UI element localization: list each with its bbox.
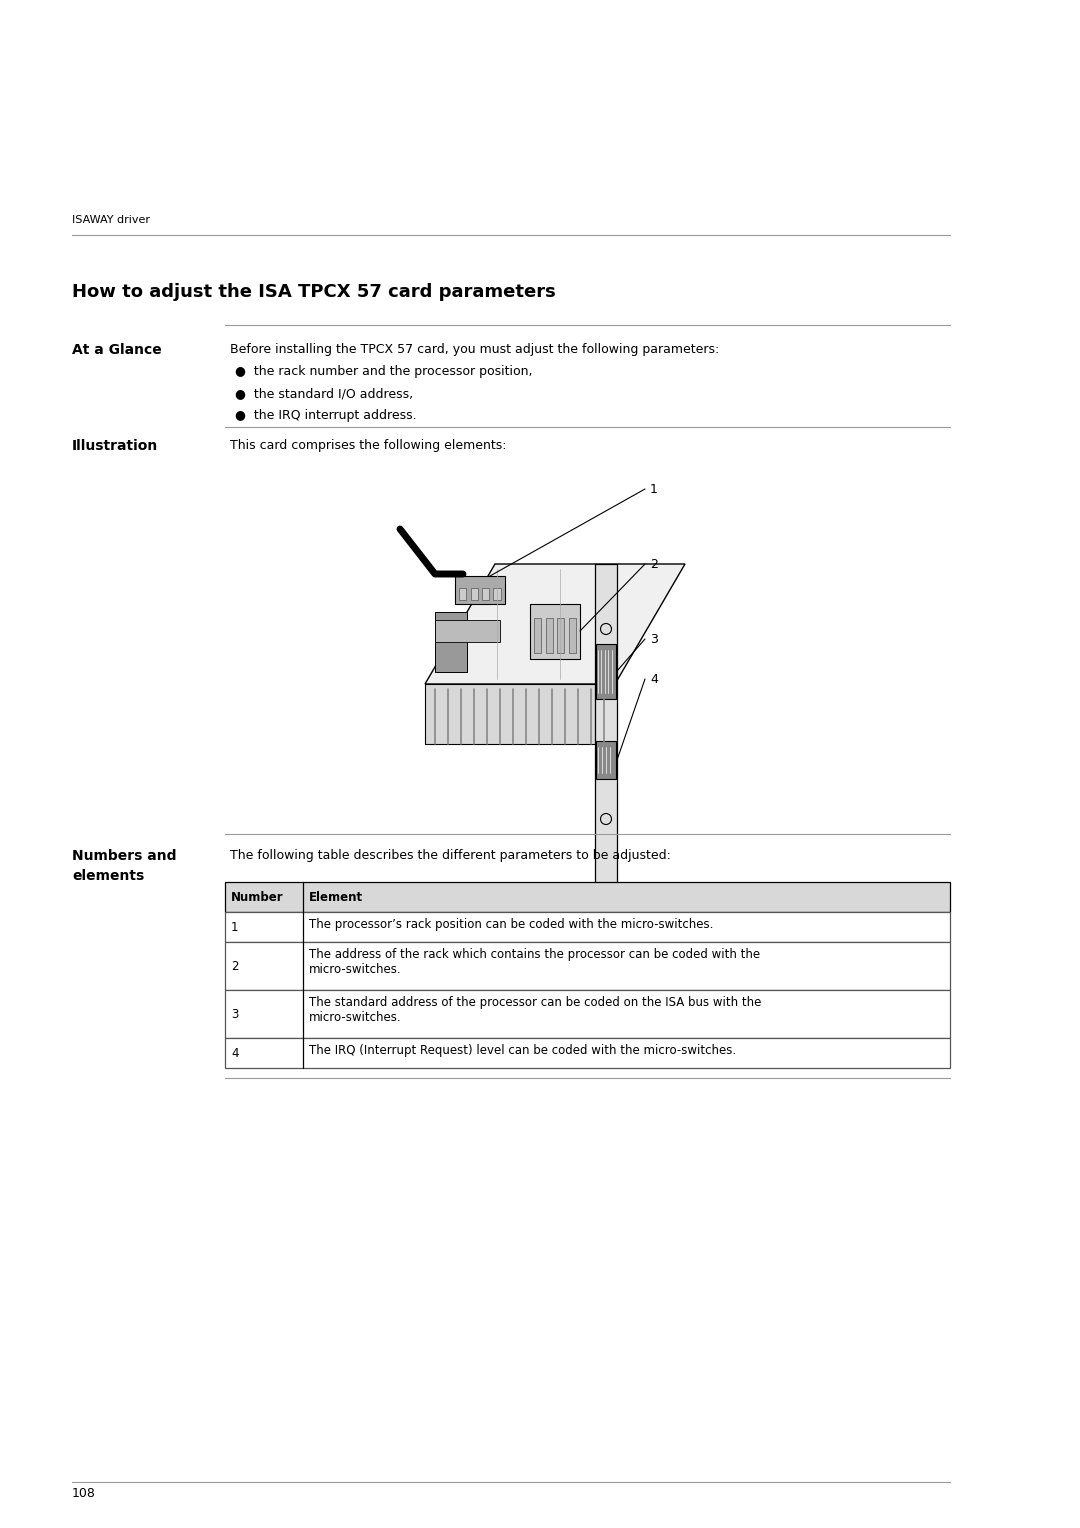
Polygon shape	[595, 564, 617, 905]
Text: 1: 1	[231, 920, 239, 934]
Bar	[225, 941, 950, 990]
Bar	[545, 617, 553, 652]
Polygon shape	[426, 564, 685, 685]
Bar	[557, 617, 564, 652]
Text: ●  the IRQ interrupt address.: ● the IRQ interrupt address.	[235, 410, 417, 422]
Bar	[225, 1038, 950, 1068]
Text: Illustration: Illustration	[72, 439, 159, 452]
Text: ISAWAY driver: ISAWAY driver	[72, 215, 150, 225]
Text: 108: 108	[72, 1487, 96, 1500]
Text: 1: 1	[650, 483, 658, 495]
Text: The processor’s rack position can be coded with the micro-switches.: The processor’s rack position can be cod…	[309, 918, 714, 931]
Text: 2: 2	[650, 558, 658, 570]
Bar	[471, 588, 477, 601]
Text: ●  the standard I/O address,: ● the standard I/O address,	[235, 387, 414, 400]
Text: Numbers and
elements: Numbers and elements	[72, 850, 176, 883]
Text: 4: 4	[231, 1047, 239, 1059]
Text: How to adjust the ISA TPCX 57 card parameters: How to adjust the ISA TPCX 57 card param…	[72, 283, 556, 301]
Bar	[459, 588, 465, 601]
Bar	[225, 912, 950, 941]
Text: 2: 2	[231, 960, 239, 972]
Polygon shape	[426, 685, 615, 744]
Bar	[596, 643, 616, 698]
Text: ●  the rack number and the processor position,: ● the rack number and the processor posi…	[235, 365, 532, 377]
Polygon shape	[455, 576, 505, 604]
Bar	[225, 990, 950, 1038]
Bar	[435, 620, 500, 642]
Text: The standard address of the processor can be coded on the ISA bus with the
micro: The standard address of the processor ca…	[309, 996, 761, 1024]
Text: Number: Number	[231, 891, 284, 903]
Text: This card comprises the following elements:: This card comprises the following elemen…	[230, 439, 507, 452]
Text: At a Glance: At a Glance	[72, 342, 162, 358]
Bar	[596, 741, 616, 779]
Text: 3: 3	[231, 1007, 239, 1021]
Bar	[435, 613, 467, 672]
Text: 3: 3	[650, 633, 658, 645]
Polygon shape	[530, 604, 580, 659]
Text: 4: 4	[650, 672, 658, 686]
Bar	[225, 882, 950, 912]
Bar	[482, 588, 489, 601]
Text: The address of the rack which contains the processor can be coded with the
micro: The address of the rack which contains t…	[309, 947, 760, 976]
Bar	[568, 617, 576, 652]
Text: The IRQ (Interrupt Request) level can be coded with the micro-switches.: The IRQ (Interrupt Request) level can be…	[309, 1044, 737, 1057]
Text: The following table describes the different parameters to be adjusted:: The following table describes the differ…	[230, 850, 671, 862]
Bar	[494, 588, 500, 601]
Text: Before installing the TPCX 57 card, you must adjust the following parameters:: Before installing the TPCX 57 card, you …	[230, 342, 719, 356]
Bar	[534, 617, 541, 652]
Text: Element: Element	[309, 891, 363, 903]
